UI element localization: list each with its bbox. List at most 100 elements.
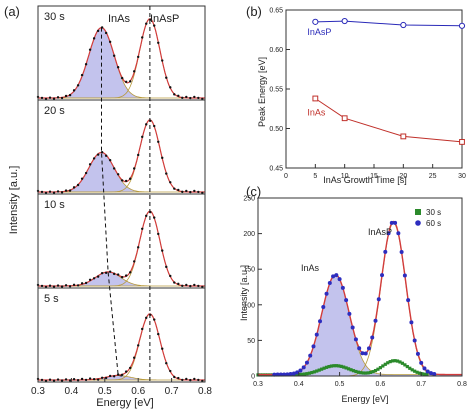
growth-time-label: 20 s bbox=[44, 105, 65, 117]
series-60s-point bbox=[399, 249, 404, 254]
series-line bbox=[315, 98, 463, 143]
data-point bbox=[108, 270, 112, 273]
data-point bbox=[68, 93, 72, 97]
series-60s-point bbox=[428, 371, 433, 376]
data-point bbox=[145, 123, 148, 126]
data-point bbox=[153, 24, 156, 27]
series-60s-point bbox=[288, 372, 293, 377]
series-label: InAsP bbox=[307, 27, 331, 37]
series-60s-point bbox=[383, 249, 388, 254]
series-point bbox=[400, 21, 407, 29]
series-30s-point bbox=[408, 366, 412, 370]
data-point bbox=[100, 271, 104, 275]
data-point bbox=[193, 189, 196, 193]
data-point bbox=[48, 190, 52, 193]
data-point bbox=[40, 190, 44, 194]
data-point bbox=[56, 190, 60, 193]
series-30s-point bbox=[344, 366, 348, 370]
series-30s-point bbox=[329, 364, 334, 368]
series-60s-point bbox=[389, 220, 394, 225]
series-60s-point bbox=[370, 335, 375, 340]
series-30s-point bbox=[351, 369, 356, 373]
series-30s-point bbox=[405, 364, 409, 369]
panel-b-label: (b) bbox=[246, 4, 262, 19]
panel-a-xlabel: Energy [eV] bbox=[96, 397, 153, 409]
data-point bbox=[76, 284, 80, 287]
data-point bbox=[181, 190, 184, 194]
data-point bbox=[92, 277, 96, 280]
series-30s-point bbox=[376, 367, 380, 371]
data-point bbox=[112, 167, 116, 170]
data-point bbox=[56, 378, 60, 381]
x-tick-label: 5 bbox=[313, 173, 317, 180]
series-30s-point bbox=[300, 372, 304, 376]
data-point bbox=[169, 274, 172, 278]
data-point bbox=[128, 177, 132, 180]
series-60s-point bbox=[334, 273, 339, 278]
data-point bbox=[165, 265, 168, 269]
data-point bbox=[185, 95, 188, 99]
data-point bbox=[116, 173, 120, 176]
data-point bbox=[141, 135, 144, 139]
data-point bbox=[173, 93, 176, 96]
data-point bbox=[145, 214, 148, 218]
data-point bbox=[84, 281, 88, 285]
x-tick-label: 0.3 bbox=[253, 381, 263, 388]
series-30s-point bbox=[302, 372, 307, 376]
series-60s-point bbox=[337, 277, 342, 282]
y-tick-label: 200 bbox=[243, 231, 255, 238]
data-point bbox=[141, 36, 144, 39]
data-point bbox=[141, 327, 144, 331]
series-30s-point bbox=[410, 368, 414, 372]
data-point bbox=[72, 89, 76, 92]
data-point bbox=[104, 31, 108, 35]
series-30s-point bbox=[373, 368, 378, 373]
x-tick-label: 20 bbox=[399, 173, 407, 180]
inas-component-fill bbox=[38, 271, 205, 287]
data-point bbox=[197, 378, 200, 382]
data-point bbox=[108, 374, 112, 378]
data-point bbox=[72, 283, 76, 287]
data-point bbox=[88, 48, 92, 51]
series-30s-point bbox=[364, 371, 368, 375]
series-60s-point bbox=[298, 368, 303, 373]
series-30s-point bbox=[417, 371, 422, 375]
series-30s-point bbox=[339, 364, 343, 368]
data-point bbox=[112, 272, 116, 276]
y-tick-label: 0.50 bbox=[269, 126, 283, 133]
data-point bbox=[124, 80, 128, 84]
data-point bbox=[68, 379, 72, 382]
data-point bbox=[96, 153, 100, 156]
series-60s-point bbox=[393, 220, 398, 225]
panel-c-ylabel: Intensity [a.u.] bbox=[239, 265, 249, 321]
data-point bbox=[80, 73, 84, 77]
data-point bbox=[60, 285, 64, 288]
x-tick-label: 0.7 bbox=[416, 381, 426, 388]
data-point bbox=[104, 376, 108, 380]
data-point bbox=[72, 378, 76, 381]
data-point bbox=[165, 362, 168, 365]
x-tick-label: 0.4 bbox=[294, 381, 304, 388]
inas-component-fill bbox=[38, 27, 205, 99]
panel-c-xlabel: Energy [eV] bbox=[341, 394, 388, 404]
series-30s-point bbox=[398, 360, 402, 364]
data-point bbox=[116, 273, 120, 276]
legend-label-60s: 60 s bbox=[426, 219, 441, 228]
series-60s-point bbox=[353, 337, 358, 342]
series-30s-point bbox=[388, 360, 392, 364]
series-30s-point bbox=[324, 365, 329, 369]
series-30s-point bbox=[386, 361, 390, 365]
series-60s-point bbox=[311, 344, 316, 349]
data-point bbox=[169, 369, 172, 373]
data-point bbox=[80, 177, 84, 180]
x-tick-label: 15 bbox=[370, 173, 378, 180]
y-tick-label: 0.55 bbox=[269, 87, 283, 94]
series-30s-point bbox=[349, 368, 353, 372]
data-point bbox=[76, 84, 80, 87]
data-point bbox=[189, 284, 192, 288]
data-point bbox=[185, 189, 188, 193]
series-30s-point bbox=[356, 370, 360, 374]
data-point bbox=[52, 379, 56, 382]
data-point bbox=[181, 378, 184, 382]
data-point bbox=[72, 186, 76, 189]
